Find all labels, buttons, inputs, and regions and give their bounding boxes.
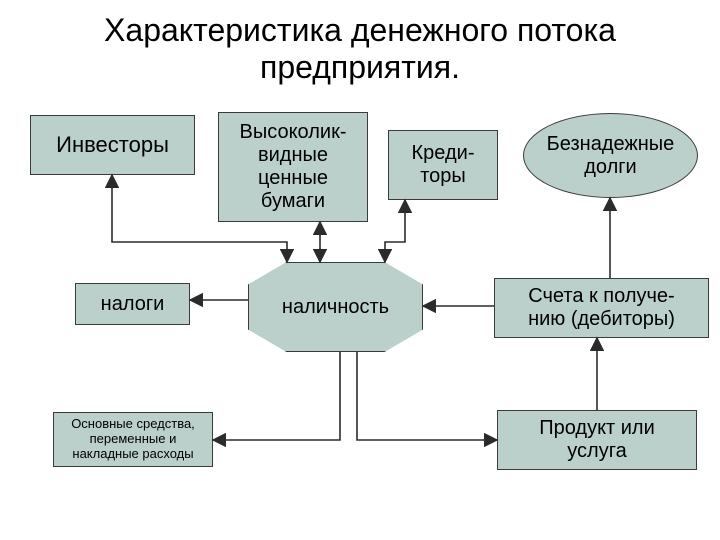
edge [357,352,497,440]
node-bad-debts: Безнадежныедолги [523,113,698,198]
node-label: Основные средства,переменные инакладные … [71,417,195,462]
node-label: наличность [282,296,389,319]
node-label: налоги [101,293,165,316]
node-creditors: Креди-торы [388,130,498,200]
node-label: Инвесторы [56,132,169,157]
node-label: Безнадежныедолги [547,133,675,179]
node-investors: Инвесторы [30,115,195,175]
edge [385,200,405,262]
node-label: Продукт илиуслуга [539,417,655,463]
node-label: Счета к получе-нию (дебиторы) [528,285,675,331]
node-label: Креди-торы [412,142,475,188]
node-product: Продукт илиуслуга [497,410,697,470]
node-receivables: Счета к получе-нию (дебиторы) [494,278,709,338]
node-cash: наличность [248,262,423,352]
node-overheads: Основные средства,переменные инакладные … [53,412,213,467]
node-taxes: налоги [75,283,190,325]
edge [213,352,340,440]
node-securities: Высоколик-видныеценныебумаги [218,112,368,222]
page-title: Характеристика денежного потока предприя… [0,0,720,86]
node-label: Высоколик-видныеценныебумаги [240,121,347,213]
